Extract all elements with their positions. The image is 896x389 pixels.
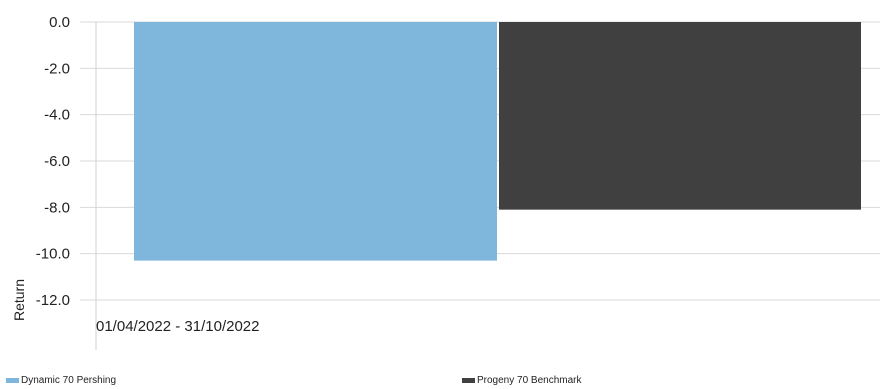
y-tick-label: -4.0	[44, 107, 70, 124]
legend-item-progeny-70-benchmark: Progeny 70 Benchmark	[462, 375, 582, 386]
y-axis-ticks: 0.0 -2.0 -4.0 -6.0 -8.0 -10.0 -12.0	[36, 14, 70, 309]
legend-swatch-progeny-70-benchmark	[462, 378, 475, 383]
legend-item-dynamic-70-pershing: Dynamic 70 Pershing	[6, 375, 116, 386]
y-tick-label: -12.0	[36, 292, 70, 309]
y-tick-label: -2.0	[44, 60, 70, 77]
category-label: 01/04/2022 - 31/10/2022	[96, 318, 259, 335]
bars	[134, 22, 861, 261]
y-tick-label: 0.0	[49, 14, 70, 31]
bar-progeny-70-benchmark	[499, 22, 861, 210]
y-tick-label: -6.0	[44, 153, 70, 170]
bar-chart: 0.0 -2.0 -4.0 -6.0 -8.0 -10.0 -12.0 01/04/2022…	[11, 14, 880, 350]
y-axis-label: Return	[11, 279, 27, 321]
legend: Dynamic 70 Pershing Progeny 70 Benchmark	[0, 375, 896, 389]
y-tick-label: -10.0	[36, 246, 70, 263]
legend-label: Progeny 70 Benchmark	[477, 375, 582, 386]
legend-label: Dynamic 70 Pershing	[21, 375, 117, 386]
bar-dynamic-70-pershing	[134, 22, 497, 261]
legend-swatch-dynamic-70-pershing	[6, 378, 19, 383]
y-tick-label: -8.0	[44, 199, 70, 216]
